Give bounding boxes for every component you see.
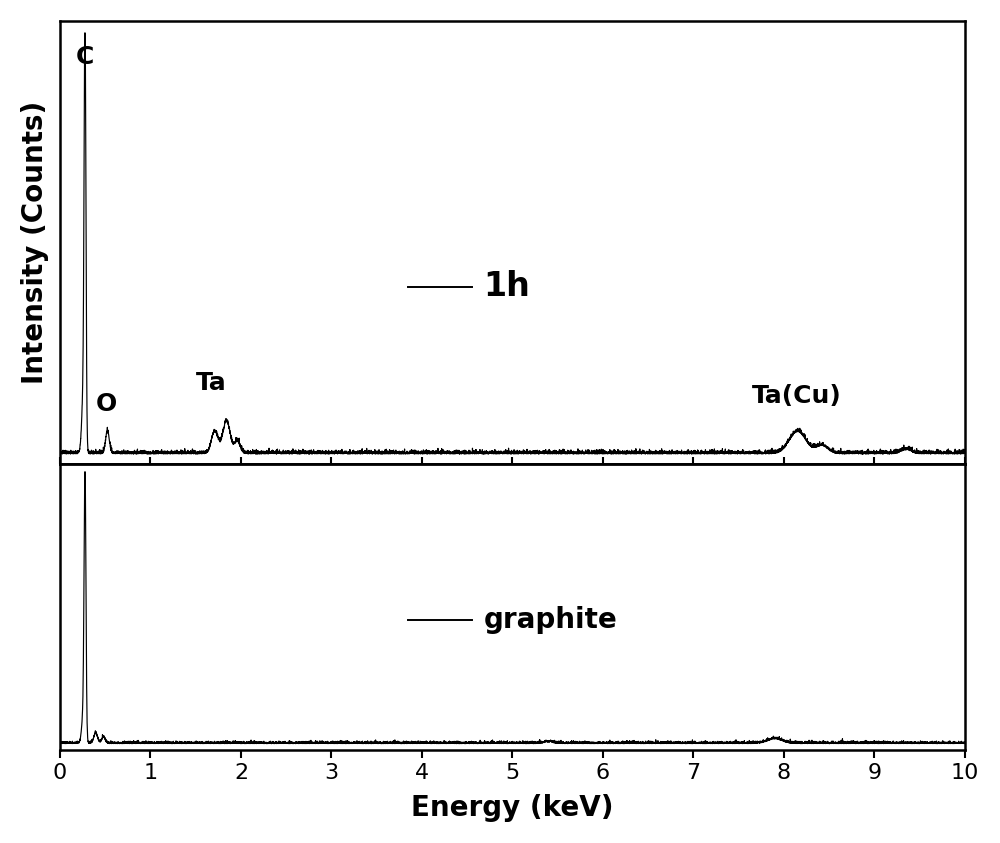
Text: C: C (75, 46, 94, 69)
Y-axis label: Intensity (Counts): Intensity (Counts) (21, 101, 49, 384)
Text: 1h: 1h (484, 271, 530, 303)
X-axis label: Energy (keV): Energy (keV) (411, 794, 614, 822)
Text: O: O (96, 392, 117, 416)
Text: graphite: graphite (484, 606, 617, 634)
Text: Ta: Ta (196, 372, 226, 395)
Text: Ta(Cu): Ta(Cu) (752, 384, 842, 407)
